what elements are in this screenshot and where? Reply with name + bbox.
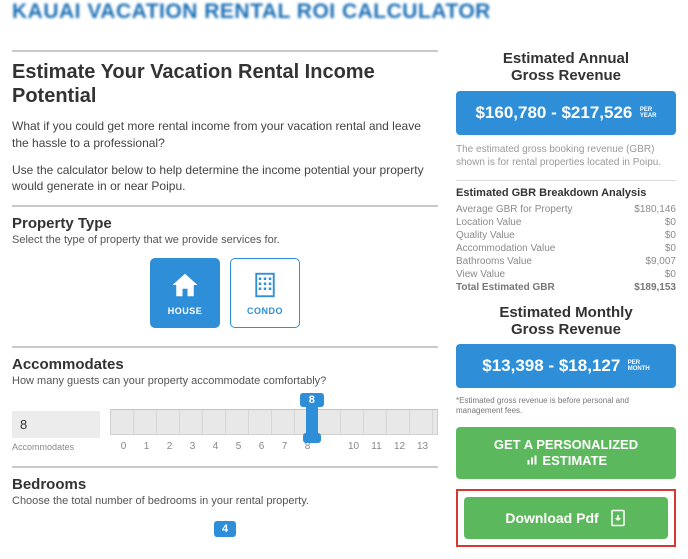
breakdown-row: View Value$0: [456, 268, 676, 281]
property-type-desc: Select the type of property that we prov…: [12, 234, 438, 246]
monthly-range: $13,398 - $18,127: [482, 356, 620, 376]
property-option-condo[interactable]: CONDO: [230, 258, 300, 328]
bedrooms-desc: Choose the total number of bedrooms in y…: [12, 495, 438, 507]
accommodates-desc: How many guests can your property accomm…: [12, 375, 438, 387]
slider-handle[interactable]: 8: [300, 393, 324, 443]
annual-heading: Estimated Annual Gross Revenue: [456, 50, 676, 85]
property-type-options: HOUSE CONDO: [12, 258, 438, 328]
accommodates-slider[interactable]: 8: [110, 409, 438, 435]
title-prefix: KAUAI VACATION: [12, 0, 198, 23]
get-estimate-button[interactable]: GET A PERSONALIZED ESTIMATE: [456, 427, 676, 480]
annual-disclaimer: The estimated gross booking revenue (GBR…: [456, 143, 676, 170]
accommodates-caption: Accommodates: [12, 442, 100, 452]
chart-icon: [525, 454, 539, 466]
download-pdf-button[interactable]: Download Pdf: [464, 497, 668, 539]
breakdown-row: Average GBR for Property$180,146: [456, 203, 676, 216]
accommodates-value: 8: [12, 411, 100, 438]
monthly-revenue-box: $13,398 - $18,127 PERMONTH: [456, 344, 676, 388]
breakdown-title: Estimated GBR Breakdown Analysis: [456, 180, 676, 199]
monthly-heading: Estimated Monthly Gross Revenue: [456, 304, 676, 339]
page-title: KAUAI VACATION RENTAL ROI CALCULATOR: [0, 0, 688, 24]
breakdown-list: Average GBR for Property$180,146 Locatio…: [456, 203, 676, 294]
intro-paragraph-1: What if you could get more rental income…: [12, 118, 438, 152]
accommodates-title: Accommodates: [12, 346, 438, 373]
intro-paragraph-2: Use the calculator below to help determi…: [12, 162, 438, 196]
title-suffix: RENTAL ROI CALCULATOR: [204, 0, 491, 23]
property-option-house[interactable]: HOUSE: [150, 258, 220, 328]
slider-labels: 0 1 2 3 4 5 6 7 8 10 11 12 13: [110, 441, 438, 452]
bedrooms-value-bubble: 4: [214, 521, 236, 537]
house-label: HOUSE: [168, 306, 203, 316]
estimate-heading: Estimate Your Vacation Rental Income Pot…: [12, 50, 438, 108]
breakdown-row: Bathrooms Value$9,007: [456, 255, 676, 268]
breakdown-row: Quality Value$0: [456, 229, 676, 242]
bedrooms-title: Bedrooms: [12, 466, 438, 493]
monthly-note: *Estimated gross revenue is before perso…: [456, 396, 676, 417]
house-icon: [170, 270, 200, 300]
monthly-unit: PERMONTH: [628, 360, 650, 372]
breakdown-total: Total Estimated GBR$189,153: [456, 281, 676, 294]
pdf-highlight-box: Download Pdf: [456, 489, 676, 547]
pdf-icon: [609, 509, 627, 527]
annual-unit: PERYEAR: [640, 107, 657, 119]
breakdown-row: Accommodation Value$0: [456, 242, 676, 255]
slider-bubble: 8: [300, 393, 324, 407]
annual-revenue-box: $160,780 - $217,526 PERYEAR: [456, 91, 676, 135]
condo-label: CONDO: [247, 306, 283, 316]
condo-icon: [250, 270, 280, 300]
annual-range: $160,780 - $217,526: [475, 103, 632, 123]
breakdown-row: Location Value$0: [456, 216, 676, 229]
property-type-title: Property Type: [12, 205, 438, 232]
